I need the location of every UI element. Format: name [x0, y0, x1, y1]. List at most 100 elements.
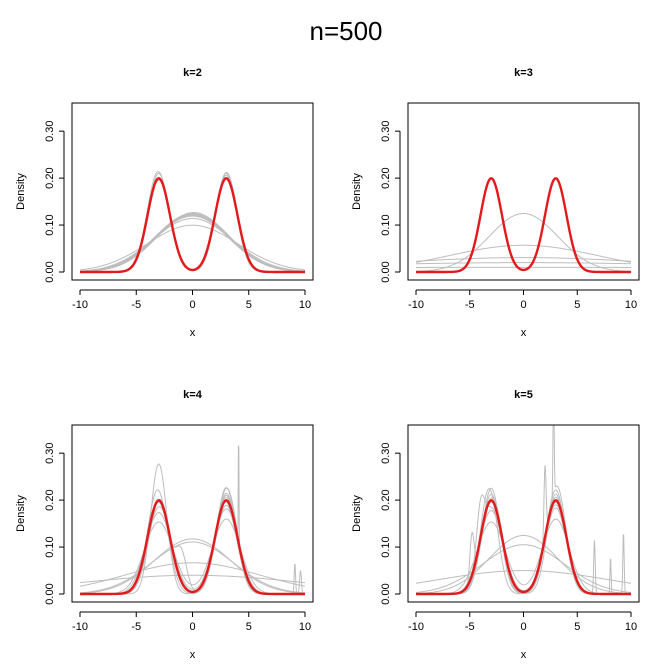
x-tick-label: -5: [465, 621, 475, 633]
estimate-curve: [415, 534, 632, 595]
plot-frame: [407, 102, 640, 281]
y-axis-label: Density: [351, 173, 363, 210]
true-density-curve: [80, 499, 305, 596]
y-axis-label: Density: [15, 495, 27, 532]
curves: [415, 425, 632, 596]
estimate-curve: [80, 171, 305, 273]
y-tick-label: 0.20: [380, 489, 392, 510]
x-tick-label: -5: [131, 299, 141, 311]
x-tick-label: -10: [72, 299, 88, 311]
estimate-curve: [79, 541, 306, 594]
estimate-curve: [79, 215, 306, 272]
y-tick-label: 0.00: [380, 261, 392, 282]
plot-frame: [71, 424, 314, 603]
y-tick-label: 0.10: [44, 536, 56, 557]
y-axis-label: Density: [15, 173, 27, 210]
x-tick-label: 0: [520, 299, 526, 311]
estimate-curve: [79, 217, 306, 272]
estimate-curve: [416, 425, 631, 595]
y-axis-label: Density: [351, 495, 363, 532]
true-density-curve: [80, 177, 305, 274]
x-tick-label: 10: [299, 299, 311, 311]
estimate-curve: [79, 213, 306, 273]
y-tick-label: 0.20: [44, 167, 56, 188]
estimate-curve: [79, 224, 306, 271]
curves: [79, 445, 306, 596]
x-axis-label: x: [190, 327, 196, 339]
x-tick-label: -10: [72, 621, 88, 633]
panel-3: k=4 -10 -5 0 5 10 x 0.00 0.10 0.20 0.30 Density: [15, 389, 314, 661]
estimate-curve: [415, 544, 632, 593]
true-density-curve: [416, 177, 631, 274]
estimate-curve: [415, 570, 632, 584]
panel-2: k=3 -10 -5 0 5 10 x 0.00 0.10 0.20 0.30 Density: [351, 67, 640, 339]
x-tick-label: 5: [574, 621, 580, 633]
y-tick-label: 0.00: [44, 261, 56, 282]
estimate-curve: [416, 465, 631, 595]
x-tick-label: 5: [246, 621, 252, 633]
y-tick-label: 0.30: [44, 442, 56, 463]
estimate-curve: [79, 214, 306, 272]
x-tick-label: 0: [520, 621, 526, 633]
estimate-curve: [79, 538, 306, 594]
estimate-curve: [80, 172, 305, 273]
figure-title: n=500: [309, 16, 382, 46]
estimate-curve: [79, 574, 306, 584]
panels: k=2 -10 -5 0 5 10 x 0.00 0.10 0.20 0.30 Density k=3 -…: [15, 67, 640, 661]
estimate-curve: [416, 518, 631, 595]
x-tick-label: -10: [408, 621, 424, 633]
plot-frame: [71, 102, 314, 281]
estimate-curve: [79, 213, 306, 272]
plot-frame: [407, 424, 640, 603]
x-tick-label: -5: [131, 621, 141, 633]
x-tick-label: 5: [574, 299, 580, 311]
estimate-curve: [415, 262, 632, 265]
estimate-curve: [79, 212, 306, 273]
panel-title: k=2: [183, 67, 202, 79]
true-density-curve: [416, 499, 631, 596]
x-tick-label: 10: [625, 621, 637, 633]
x-axis-label: x: [190, 649, 196, 661]
estimate-curve: [416, 504, 631, 595]
x-tick-label: -5: [465, 299, 475, 311]
y-tick-label: 0.00: [380, 583, 392, 604]
panel-title: k=3: [514, 67, 533, 79]
estimate-curve: [80, 463, 305, 595]
y-tick-label: 0.10: [380, 536, 392, 557]
estimate-curve: [415, 257, 632, 262]
estimate-curve: [80, 445, 305, 595]
curves: [415, 177, 632, 274]
estimate-curve: [79, 212, 306, 273]
panel-4: k=5 -10 -5 0 5 10 x 0.00 0.10 0.20 0.30 Density: [351, 389, 640, 661]
x-tick-label: 5: [246, 299, 252, 311]
x-axis-label: x: [521, 327, 527, 339]
x-tick-label: 0: [189, 621, 195, 633]
panel-title: k=4: [183, 389, 203, 401]
estimate-curve: [80, 508, 305, 595]
estimate-curve: [416, 501, 631, 595]
y-tick-label: 0.30: [380, 120, 392, 141]
y-tick-label: 0.10: [44, 214, 56, 235]
y-tick-label: 0.10: [380, 214, 392, 235]
x-tick-label: 10: [299, 621, 311, 633]
y-tick-label: 0.00: [44, 583, 56, 604]
estimate-curve: [415, 244, 632, 263]
y-tick-label: 0.20: [44, 489, 56, 510]
x-axis-label: x: [521, 649, 527, 661]
estimate-curve: [415, 212, 632, 273]
y-tick-label: 0.30: [44, 120, 56, 141]
estimate-curve: [80, 172, 305, 273]
x-tick-label: 0: [189, 299, 195, 311]
panel-1: k=2 -10 -5 0 5 10 x 0.00 0.10 0.20 0.30 Density: [15, 67, 314, 339]
estimate-curve: [416, 496, 631, 595]
y-tick-label: 0.20: [380, 167, 392, 188]
estimate-curve: [80, 501, 305, 595]
x-tick-label: -10: [408, 299, 424, 311]
curves: [79, 171, 306, 274]
y-tick-label: 0.30: [380, 442, 392, 463]
estimate-curve: [80, 518, 305, 595]
x-tick-label: 10: [625, 299, 637, 311]
panel-title: k=5: [514, 389, 533, 401]
estimate-curve: [79, 562, 306, 587]
